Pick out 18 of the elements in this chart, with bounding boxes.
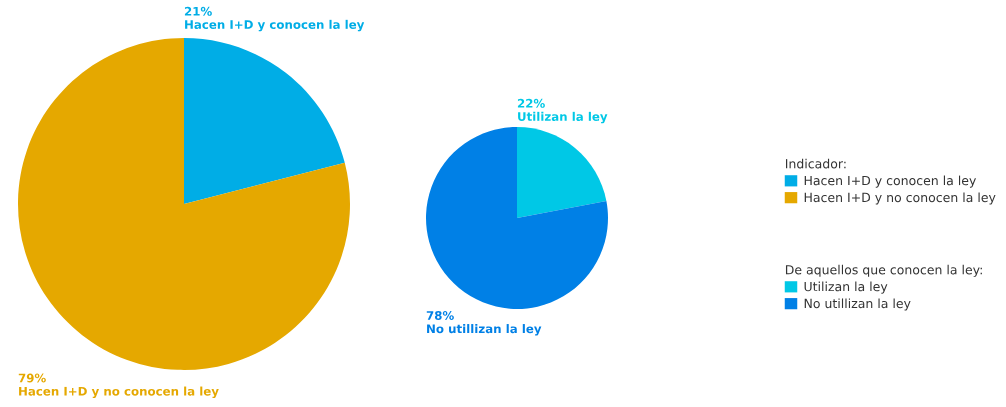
legend-label: Utilizan la ley xyxy=(804,281,888,294)
pie-slice xyxy=(426,127,608,309)
legend-label: No utillizan la ley xyxy=(804,298,911,311)
legend-title: Indicador: xyxy=(785,158,846,169)
slice-label: Hacen I+D y no conocen la ley xyxy=(19,386,219,399)
data-label: 78% xyxy=(426,311,454,320)
pie-slice xyxy=(184,38,345,204)
pie-slice xyxy=(18,38,350,370)
slice-label: No utillizan la ley xyxy=(427,324,542,336)
slice-label: Hacen I+D y conocen la ley xyxy=(185,19,365,32)
data-label: 79% xyxy=(18,373,46,383)
data-label: 22% xyxy=(517,98,545,108)
legend-title: De aquellos que conocen la ley: xyxy=(785,264,982,277)
data-label: 21% xyxy=(184,6,212,16)
pie-slice xyxy=(517,127,607,218)
legend-label: Hacen I+D y conocen la ley xyxy=(804,175,976,188)
slice-label: Utilizan la ley xyxy=(518,111,608,124)
legend-label: Hacen I+D y no conocen la ley xyxy=(804,192,996,205)
